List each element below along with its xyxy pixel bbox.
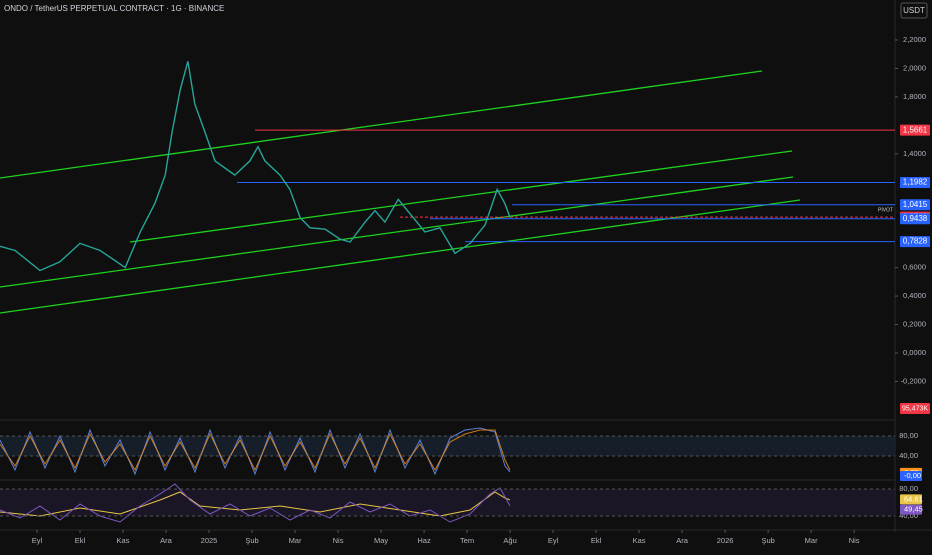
y-tick-label: 2,0000 [903,63,926,72]
level-label: 1,5661 [903,125,928,134]
level-label: 0,7828 [903,237,928,246]
x-tick-label: Eyl [548,536,559,545]
x-tick-label: 2025 [201,536,218,545]
x-tick-label: 2026 [717,536,734,545]
chart-title: ONDO / TetherUS PERPETUAL CONTRACT · 1G … [4,4,224,13]
x-tick-label: Şub [761,536,774,545]
y-tick-label: -0,2000 [901,376,926,385]
pivot-label: PIVOT [878,207,893,213]
x-tick-label: Ara [160,536,173,545]
level-box [900,124,930,136]
level-label: 0,9438 [903,214,928,223]
x-tick-label: Ara [676,536,689,545]
price-line [0,61,511,272]
rsi-readout: 64,61 [904,494,923,503]
y-tick-label: 0,6000 [903,263,926,272]
trend-line [0,176,794,288]
rsi-ma-line [0,491,511,517]
x-tick-label: Nis [849,536,860,545]
y-tick-label: 2,2000 [903,35,926,44]
x-tick-label: Mar [289,536,302,545]
currency-box [900,2,928,19]
volume-label: 95,473K [902,405,928,412]
y-tick-label: 0,0000 [903,348,926,357]
x-tick-label: Mar [805,536,818,545]
level-box [900,213,930,225]
rsi-band [0,489,895,516]
y-tick-label: 0,2000 [903,320,926,329]
x-tick-label: Şub [245,536,258,545]
level-box [900,236,930,248]
x-tick-label: Kas [117,536,130,545]
currency-label: USDT [903,6,925,15]
y-tick-label: 0,4000 [903,291,926,300]
rsi-readout: 49,45 [904,505,923,514]
y-tick-label: 1,4000 [903,149,926,158]
trend-line [0,70,763,179]
x-tick-label: Haz [417,536,431,545]
x-tick-label: Ağu [503,536,516,545]
x-tick-label: Eyl [32,536,43,545]
trend-line [129,150,793,243]
x-tick-label: Ekl [591,536,602,545]
rsi-tick-label: 40,00 [899,511,918,520]
level-box [900,177,930,189]
stoch-tick-label: 80,00 [899,431,918,440]
stoch-readout-box [900,471,922,481]
rsi-readout-box [900,494,922,505]
x-tick-label: Ekl [75,536,86,545]
volume-box [900,403,930,414]
level-label: 1,1982 [903,178,928,187]
x-tick-label: Kas [633,536,646,545]
x-tick-label: Tem [460,536,474,545]
stoch-readout: -0,00 [904,471,921,480]
x-tick-label: May [374,536,388,545]
stoch-d-line [0,429,511,472]
level-label: 1,0415 [903,200,928,209]
x-tick-label: Nis [333,536,344,545]
y-tick-label: 1,8000 [903,92,926,101]
rsi-tick-label: 80,00 [899,484,918,493]
rsi-readout-box [900,504,922,515]
level-box [900,199,930,211]
stoch-tick-label: 40,00 [899,451,918,460]
